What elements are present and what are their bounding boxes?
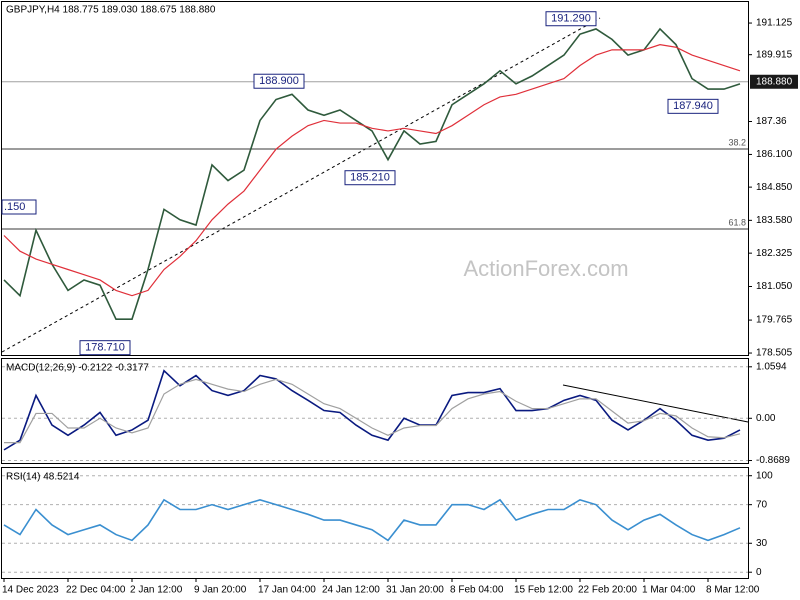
y-tick-label: 100 — [756, 470, 773, 481]
x-tick-label: 2 Jan 12:00 — [130, 585, 183, 596]
price-label-box — [545, 11, 597, 27]
rsi-panel — [1, 467, 749, 579]
y-tick-label: 1.0594 — [756, 361, 787, 372]
price-label: 178.710 — [85, 342, 125, 354]
x-tick-label: 1 Mar 04:00 — [642, 585, 696, 596]
last-price-label: 188.880 — [756, 76, 793, 87]
y-tick-label: 0.00 — [756, 413, 776, 424]
panel-title: MACD(12,26,9) -0.2122 -0.3177 — [6, 363, 149, 374]
series-line — [3, 44, 741, 297]
price-panel — [1, 1, 749, 356]
panel-title: RSI(14) 48.5214 — [6, 472, 80, 483]
y-tick-label: 181.050 — [756, 281, 793, 292]
price-label-box — [1, 199, 37, 215]
x-tick-label: 17 Jan 04:00 — [258, 585, 316, 596]
series-line — [3, 27, 741, 320]
x-tick-label: 8 Feb 04:00 — [450, 585, 504, 596]
y-tick-label: 0 — [756, 567, 762, 578]
macd-trend-line — [562, 384, 749, 423]
series-line — [4, 378, 741, 444]
x-tick-label: 22 Feb 20:00 — [578, 585, 637, 596]
x-tick-label: 9 Jan 20:00 — [194, 585, 247, 596]
y-tick-label: 178.505 — [756, 348, 793, 359]
trend-line — [1, 17, 601, 353]
y-tick-label: 187.36 — [756, 116, 787, 127]
y-tick-label: 189.915 — [756, 49, 793, 60]
price-label-box — [79, 340, 131, 356]
price-label: 187.940 — [673, 100, 713, 112]
fib-label: 61.8 — [728, 217, 746, 227]
y-tick-label: 191.125 — [756, 18, 793, 29]
x-tick-label: 15 Feb 12:00 — [514, 585, 573, 596]
y-tick-label: 184.850 — [756, 182, 793, 193]
y-tick-label: 186.100 — [756, 149, 793, 160]
y-tick-label: 183.580 — [756, 215, 793, 226]
macd-panel — [1, 358, 749, 464]
x-tick-label: 8 Mar 12:00 — [706, 585, 760, 596]
y-tick-label: 70 — [756, 499, 768, 510]
y-tick-label: -0.8689 — [756, 455, 790, 466]
watermark: ActionForex.com — [463, 256, 628, 281]
y-tick-label: 30 — [756, 538, 768, 549]
last-price-box — [750, 74, 798, 89]
price-label-box — [667, 98, 719, 114]
price-label-box — [344, 170, 396, 186]
panel-title: GBPJPY,H4 188.775 189.030 188.675 188.88… — [6, 5, 216, 16]
price-label: 188.900 — [259, 75, 299, 87]
x-tick-label: 24 Jan 12:00 — [322, 585, 380, 596]
price-label-box — [253, 73, 305, 89]
y-tick-label: 182.325 — [756, 248, 793, 259]
x-tick-label: 14 Dec 2023 — [2, 585, 59, 596]
fib-label: 38.2 — [728, 137, 746, 147]
x-tick-label: 31 Jan 20:00 — [386, 585, 444, 596]
y-tick-label: 179.765 — [756, 315, 793, 326]
price-label: 185.210 — [350, 172, 390, 184]
x-tick-label: 22 Dec 04:00 — [66, 585, 126, 596]
price-label: .150 — [4, 201, 25, 213]
series-line — [3, 498, 741, 542]
price-label: 191.290 — [551, 13, 591, 25]
